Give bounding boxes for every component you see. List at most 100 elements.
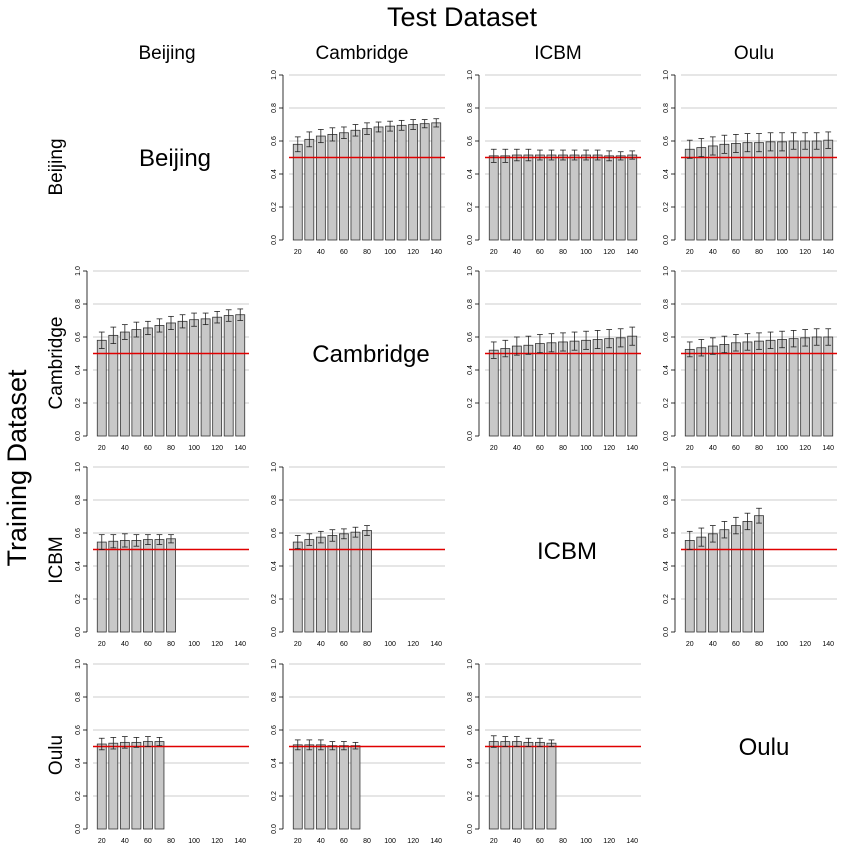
y-tick-label: 0.4 xyxy=(663,365,670,375)
x-tick-label: 100 xyxy=(580,249,592,256)
bar xyxy=(696,347,707,437)
bar xyxy=(523,741,534,830)
x-tick-label: 80 xyxy=(559,838,567,845)
x-tick-label: 100 xyxy=(188,838,200,845)
y-tick-label: 0.4 xyxy=(467,758,474,768)
error-bar xyxy=(110,737,117,750)
x-tick-label: 60 xyxy=(144,838,152,845)
error-bar xyxy=(121,533,128,548)
panel-oulu-icbm: 0.0 0.2 0.4 0.6 0.8 1.0 20 40 60 80 100 120 140 xyxy=(467,659,641,845)
error-bar xyxy=(341,528,347,540)
bar xyxy=(315,744,326,830)
y-tick-label: 0.6 xyxy=(271,725,278,735)
error-bar xyxy=(548,149,555,161)
x-tick-label: 20 xyxy=(294,838,302,845)
x-tick-label: 80 xyxy=(755,249,763,256)
bar xyxy=(569,154,580,241)
error-bar xyxy=(698,339,705,357)
bar xyxy=(500,155,511,241)
y-tick-label: 0.6 xyxy=(467,332,474,342)
bar xyxy=(304,744,315,830)
panel-beijing-cambridge: 0.0 0.2 0.4 0.6 0.8 1.0 20 40 60 80 100 120 140 xyxy=(271,70,445,256)
y-tick-label: 0.4 xyxy=(663,561,670,571)
y-tick-label: 1.0 xyxy=(75,462,82,472)
x-tick-label: 80 xyxy=(363,249,371,256)
error-bar xyxy=(721,521,728,539)
x-tick-label: 120 xyxy=(211,838,223,845)
error-bar xyxy=(317,530,324,544)
bar xyxy=(615,155,626,241)
row-header-icbm: ICBM xyxy=(46,536,67,584)
y-tick-label: 0.2 xyxy=(75,398,82,408)
error-bar xyxy=(813,132,820,150)
y-tick-label: 0.0 xyxy=(467,235,474,245)
x-tick-label: 120 xyxy=(603,249,615,256)
error-bar xyxy=(525,737,532,747)
bar xyxy=(304,138,315,241)
error-bar xyxy=(110,326,117,345)
bar xyxy=(765,339,776,437)
y-tick-label: 1.0 xyxy=(75,266,82,276)
error-bar xyxy=(179,314,186,329)
y-tick-label: 1.0 xyxy=(663,462,670,472)
bar xyxy=(696,536,707,633)
error-bar xyxy=(606,150,613,162)
x-tick-label: 40 xyxy=(317,838,325,845)
bar xyxy=(315,135,326,241)
bar xyxy=(108,334,119,437)
x-tick-label: 60 xyxy=(144,445,152,452)
panel-oulu-beijing: 0.0 0.2 0.4 0.6 0.8 1.0 20 40 60 80 100 120 140 xyxy=(75,659,249,845)
error-bar xyxy=(168,315,174,330)
x-tick-label: 60 xyxy=(732,445,740,452)
error-bar xyxy=(364,525,370,536)
error-bar xyxy=(825,328,832,346)
error-bar xyxy=(156,318,163,333)
bar xyxy=(408,124,419,241)
bar xyxy=(511,345,522,437)
bar xyxy=(800,337,811,437)
y-tick-label: 1.0 xyxy=(271,462,278,472)
y-tick-label: 0.8 xyxy=(663,495,670,505)
error-bar xyxy=(698,138,705,158)
col-header-beijing: Beijing xyxy=(138,43,195,64)
bar xyxy=(754,340,764,437)
x-tick-label: 140 xyxy=(430,838,442,845)
error-bar xyxy=(341,741,347,751)
error-bar xyxy=(617,151,624,161)
error-bar xyxy=(133,534,140,547)
bar xyxy=(350,745,361,830)
figure-ylabel: Training Dataset xyxy=(2,369,32,567)
y-tick-label: 0.0 xyxy=(271,235,278,245)
bar xyxy=(569,340,580,437)
y-tick-label: 0.6 xyxy=(75,332,82,342)
diagonal-label-icbm: ICBM xyxy=(537,538,597,565)
x-tick-label: 60 xyxy=(144,641,152,648)
row-header-oulu: Oulu xyxy=(46,735,67,775)
bar xyxy=(431,122,442,241)
bar xyxy=(419,123,430,241)
bar xyxy=(292,744,303,830)
error-bar xyxy=(329,741,336,751)
x-tick-label: 100 xyxy=(776,249,788,256)
error-bar xyxy=(133,321,140,338)
error-bar xyxy=(306,131,313,148)
error-bar xyxy=(421,119,428,129)
x-tick-label: 120 xyxy=(799,249,811,256)
bar xyxy=(131,741,142,830)
bar xyxy=(707,345,718,437)
x-tick-label: 40 xyxy=(513,445,521,452)
error-bar xyxy=(410,119,417,130)
bar xyxy=(731,342,741,437)
y-tick-label: 0.0 xyxy=(663,431,670,441)
error-bar xyxy=(560,149,566,161)
bar xyxy=(523,154,534,241)
error-bar xyxy=(352,124,359,137)
bar xyxy=(765,141,776,241)
error-bar xyxy=(802,329,809,347)
error-bar xyxy=(294,136,301,153)
error-bar xyxy=(191,312,197,327)
error-bar xyxy=(525,148,532,162)
bar xyxy=(707,145,718,241)
bar xyxy=(350,531,361,633)
bar xyxy=(200,318,211,437)
